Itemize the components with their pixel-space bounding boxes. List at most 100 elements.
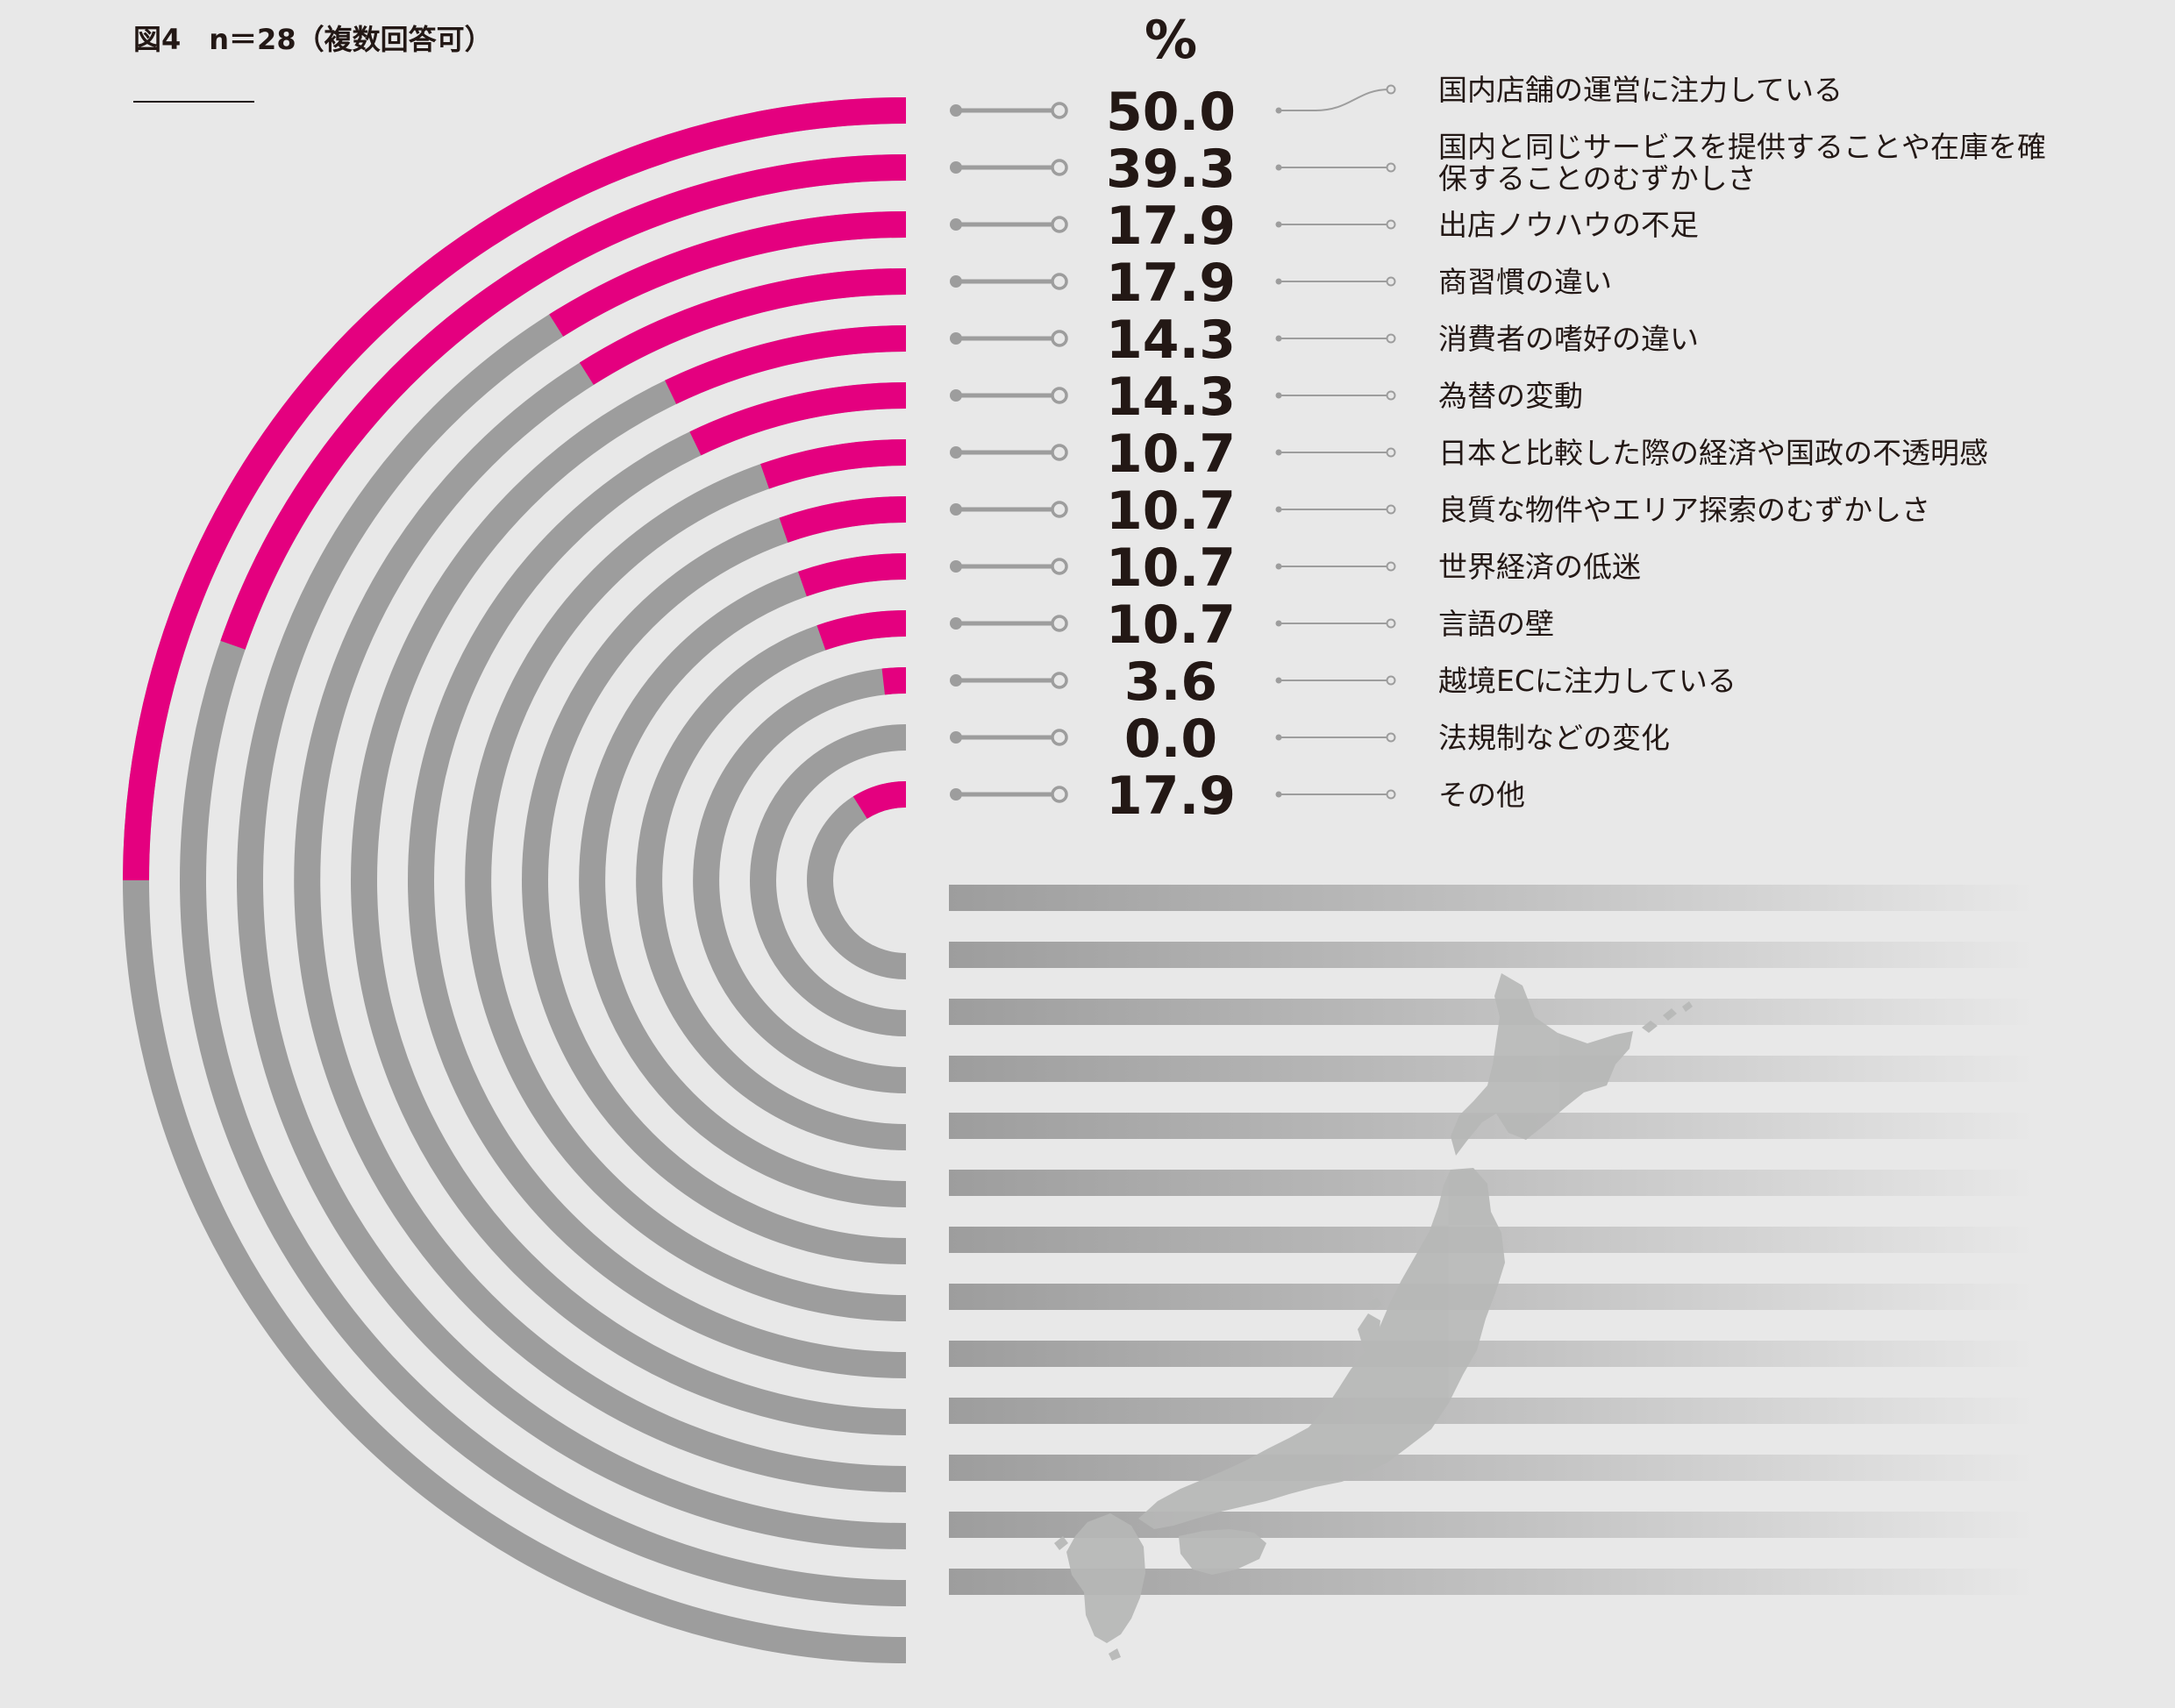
- connector-ring: [1051, 729, 1068, 746]
- connector-ring: [1051, 615, 1068, 632]
- value-label: 14.3: [1106, 367, 1236, 428]
- value-row: 17.9 その他: [950, 765, 1525, 827]
- value-label: 17.9: [1106, 196, 1236, 257]
- connector-ring: [1051, 672, 1068, 689]
- value-row: 14.3 消費者の嗜好の違い: [950, 310, 1699, 371]
- connector-dot: [950, 218, 962, 231]
- value-label: 10.7: [1106, 537, 1236, 599]
- ring-value: [881, 667, 907, 695]
- connector-dot: [1275, 449, 1282, 456]
- category-label: 日本と比較した際の経済や国政の不透明感: [1438, 436, 1988, 470]
- ring-bar: [579, 553, 907, 1207]
- ring-track: [807, 781, 907, 979]
- ring-track: [750, 724, 907, 1036]
- connector-ring: [1386, 447, 1396, 458]
- connector-ring: [1386, 219, 1396, 230]
- connector-dot: [950, 788, 962, 801]
- connector-dot: [950, 731, 962, 744]
- value-rows: 50.0 国内店舗の運営に注力している 39.3 国内と同じサービスを提供することや在…: [950, 73, 2046, 827]
- value-row: 50.0 国内店舗の運営に注力している: [950, 73, 1843, 143]
- ring-bar: [465, 439, 907, 1321]
- ring-track: [465, 439, 907, 1321]
- ring-bar: [750, 724, 907, 1036]
- value-label: 10.7: [1106, 594, 1236, 656]
- ring-bar: [807, 781, 907, 979]
- value-label: 3.6: [1124, 651, 1217, 713]
- value-label: 10.7: [1106, 480, 1236, 542]
- category-label: 出店ノウハウの不足: [1438, 208, 1699, 242]
- value-label: 17.9: [1106, 253, 1236, 314]
- ring-track: [579, 553, 907, 1207]
- connector-ring: [1386, 675, 1396, 686]
- connector-dot: [950, 161, 962, 174]
- connector-dot: [1275, 278, 1282, 285]
- value-row: 3.6 越境ECに注力している: [950, 651, 1736, 713]
- connector-ring: [1051, 330, 1068, 347]
- connector-dot: [950, 674, 962, 687]
- connector-dot: [950, 446, 962, 459]
- connector-dot: [950, 104, 962, 117]
- decor-stripe: [949, 1455, 2036, 1481]
- value-label: 10.7: [1106, 423, 1236, 485]
- category-label: 為替の変動: [1438, 379, 1583, 413]
- decor-stripe: [949, 1341, 2036, 1367]
- connector-dot: [1275, 506, 1282, 513]
- ring-value: [817, 610, 907, 651]
- connector-ring: [1386, 84, 1396, 95]
- connector-ring: [1386, 504, 1396, 515]
- category-label: 言語の壁: [1438, 607, 1554, 641]
- connector-dot: [1275, 392, 1282, 399]
- connector-dot: [1275, 791, 1282, 798]
- ring-value: [760, 439, 907, 489]
- ring-track: [693, 667, 907, 1093]
- category-label: その他: [1438, 778, 1525, 812]
- connector-ring: [1051, 159, 1068, 176]
- connector-ring: [1386, 162, 1396, 173]
- unit-label: %: [1145, 10, 1197, 71]
- category-label: 保することのむずかしさ: [1438, 161, 1757, 196]
- connector-dot: [950, 332, 962, 345]
- ring-value: [852, 781, 907, 820]
- category-label: 商習慣の違い: [1438, 265, 1612, 299]
- connector-dot: [1275, 221, 1282, 228]
- connector-ring: [1051, 558, 1068, 575]
- connector-ring: [1386, 390, 1396, 401]
- value-row: 10.7 言語の壁: [950, 594, 1554, 656]
- ring-value: [123, 97, 907, 881]
- ring-bar: [522, 496, 907, 1264]
- connector-ring: [1051, 501, 1068, 518]
- ring-track: [408, 382, 907, 1378]
- value-label: 50.0: [1106, 82, 1236, 143]
- value-row: 14.3 為替の変動: [950, 367, 1583, 428]
- category-label: 国内店舗の運営に注力している: [1438, 73, 1843, 107]
- connector-dot: [950, 617, 962, 630]
- ring-bar: [294, 268, 907, 1492]
- category-label: 国内と同じサービスを提供することや在庫を確: [1438, 130, 2046, 164]
- decor-stripe: [949, 999, 2036, 1025]
- decor-stripe: [949, 885, 2036, 911]
- connector-ring: [1051, 387, 1068, 404]
- connector-ring: [1051, 273, 1068, 290]
- japan-map-icon: [1054, 973, 1693, 1661]
- value-row: 17.9 出店ノウハウの不足: [950, 196, 1699, 257]
- ring-track: [636, 610, 907, 1150]
- value-label: 17.9: [1106, 765, 1236, 827]
- ring-value: [220, 154, 907, 650]
- connector-ring: [1051, 786, 1068, 803]
- value-row: 10.7 良質な物件やエリア探索のむずかしさ: [950, 480, 1930, 542]
- category-label: 消費者の嗜好の違い: [1438, 322, 1699, 356]
- connector-dot: [1275, 563, 1282, 570]
- category-label: 法規制などの変化: [1438, 721, 1670, 755]
- connector-dot: [1275, 734, 1282, 741]
- category-label: 良質な物件やエリア探索のむずかしさ: [1438, 493, 1930, 527]
- ring-value: [549, 211, 907, 337]
- ring-value: [689, 382, 907, 456]
- connector-ring: [1051, 216, 1068, 233]
- ring-bars: [123, 97, 907, 1663]
- connector-ring: [1386, 276, 1396, 287]
- value-label: 0.0: [1124, 708, 1217, 770]
- connector-ring: [1386, 618, 1396, 629]
- value-row: 17.9 商習慣の違い: [950, 253, 1612, 314]
- value-label: 14.3: [1106, 310, 1236, 371]
